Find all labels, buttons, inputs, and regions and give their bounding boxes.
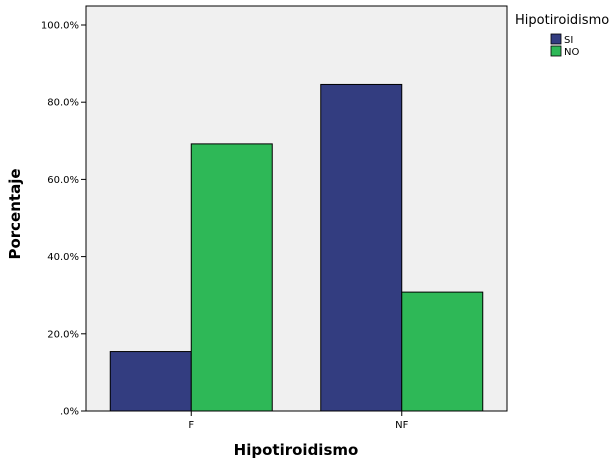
x-axis: F NF xyxy=(188,411,409,431)
y-tick-label: 80.0% xyxy=(47,98,79,109)
y-tick-label: 100.0% xyxy=(41,21,79,32)
legend-label-no: NO xyxy=(564,47,579,58)
x-tick-label: F xyxy=(188,420,194,431)
legend-title: Hipotiroidismo xyxy=(515,13,609,28)
bar-no-f xyxy=(190,143,273,412)
bars xyxy=(109,83,484,412)
y-tick-label: 20.0% xyxy=(47,329,79,340)
legend-swatch-si xyxy=(550,33,562,45)
bar-si-f xyxy=(109,351,192,412)
bar-no-nf xyxy=(401,291,484,412)
y-tick-label: .0% xyxy=(60,407,79,418)
y-axis-title: Porcentaje xyxy=(6,168,24,259)
y-tick-label: 60.0% xyxy=(47,175,79,186)
y-axis: .0% 20.0% 40.0% 60.0% 80.0% 100.0% xyxy=(41,21,86,418)
legend-label-si: SI xyxy=(564,35,573,46)
y-tick-label: 40.0% xyxy=(47,252,79,263)
legend-swatch-no xyxy=(550,45,562,57)
bar-si-nf xyxy=(320,83,403,412)
x-axis-title: Hipotiroidismo xyxy=(234,441,359,459)
x-tick-label: NF xyxy=(395,420,408,431)
